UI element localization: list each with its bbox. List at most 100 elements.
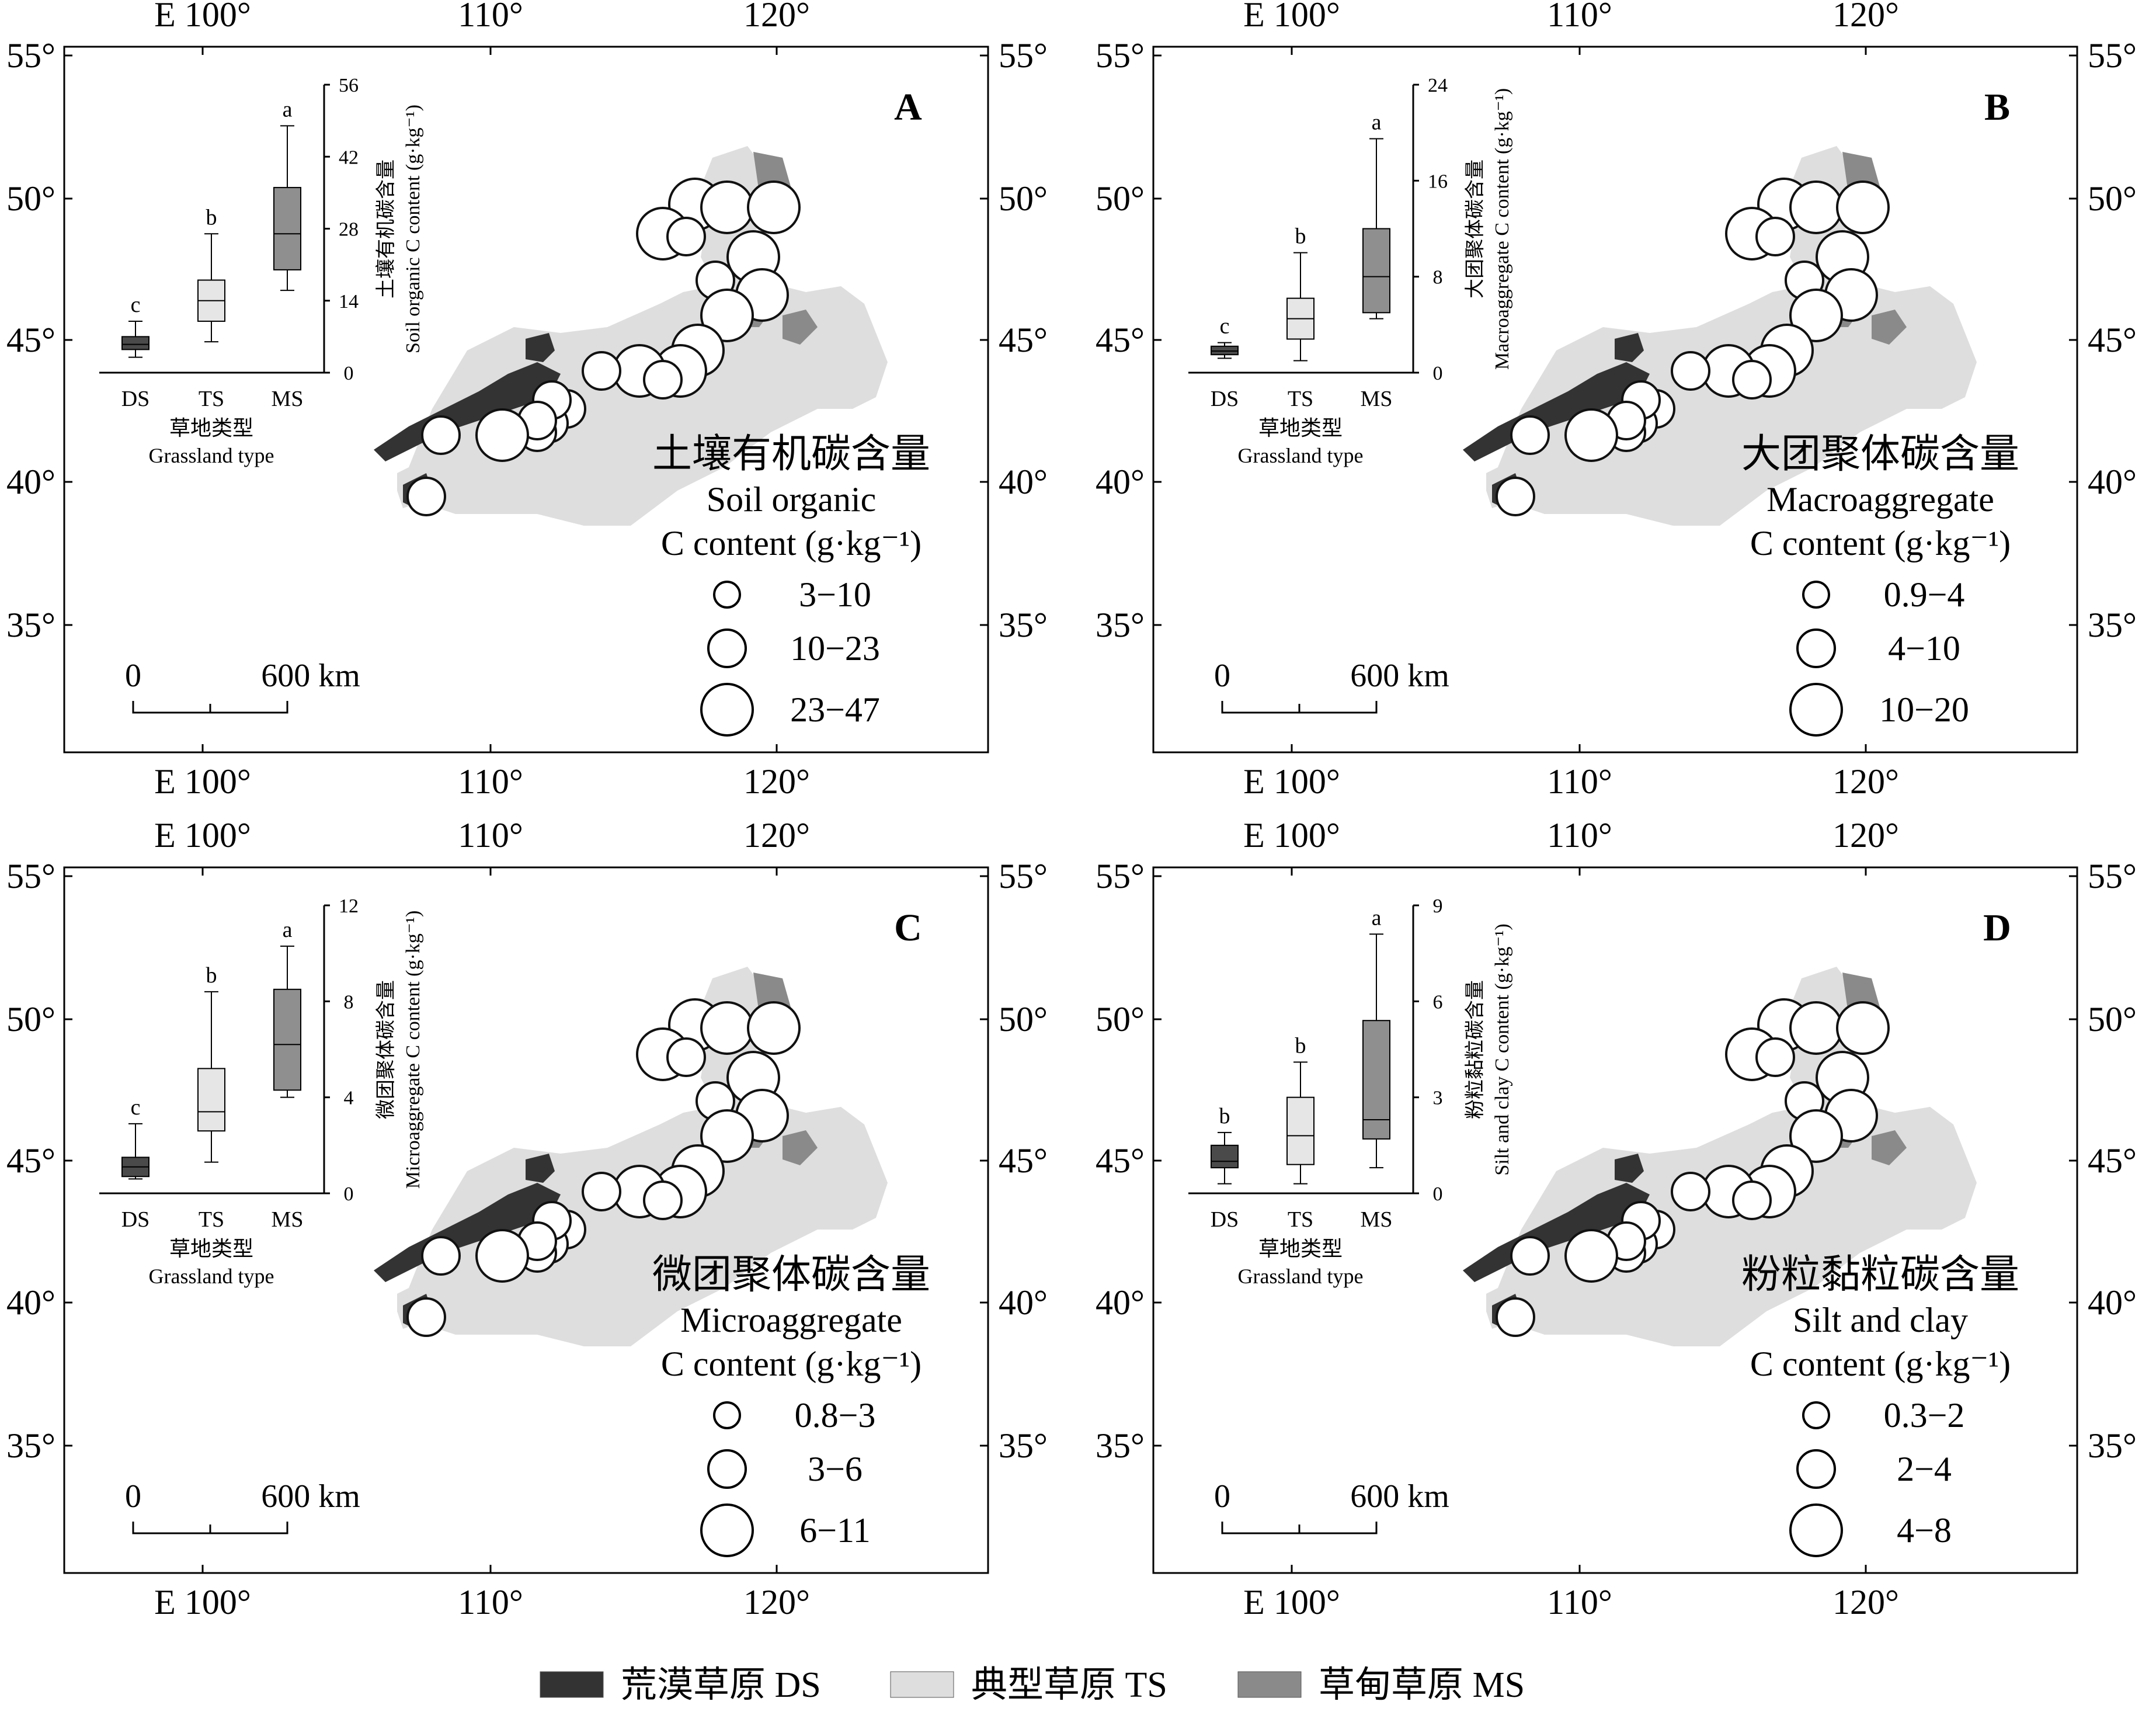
legend-swatch [890,1671,954,1698]
sample-site-bubble [1836,1001,1890,1055]
significance-letter: b [1219,1104,1230,1128]
inset-y-label-zh: 微团聚体碳含量 [375,980,397,1119]
legend-bubble-range: 10−20 [1879,690,1969,729]
desert-steppe-region [526,1154,555,1183]
legend-bubble-range: 0.8−3 [795,1396,876,1435]
sample-site-bubble [1564,1229,1618,1283]
box-ms [273,988,301,1091]
box-ds [1211,345,1239,356]
inset-y-tick-label: 28 [339,219,359,241]
sample-site-bubbles [406,998,801,1337]
legend-bubble-2 [707,1449,747,1489]
legend-title-en: C content (g·kg⁻¹) [661,524,921,562]
longitude-label-bottom: 110° [1547,762,1612,801]
typical-steppe-region [409,275,888,526]
latitude-label-left: 55° [1096,857,1145,895]
inset-y-tick-label: 8 [344,991,354,1013]
longitude-label-bottom: E 100° [154,762,251,801]
latitude-label-left: 55° [1096,36,1145,75]
sample-site-bubble [1836,180,1890,234]
inset-x-label-en: Grassland type [1238,1265,1364,1288]
longitude-label-top: E 100° [1243,0,1340,34]
legend-bubble-range: 10−23 [790,629,880,668]
inset-y-tick-label: 0 [1433,1183,1443,1205]
longitude-label-top: 120° [743,0,810,34]
inset-y-label-en: Microaggregate C content (g·kg⁻¹) [402,911,424,1189]
inset-category-label: DS [121,1207,150,1232]
inset-y-tick-label: 12 [339,895,359,917]
sample-site-bubbles [406,178,801,516]
latitude-label-left: 40° [1096,463,1145,501]
inset-x-label-zh: 草地类型 [169,1237,253,1260]
inset-y-tick-label: 14 [339,291,359,312]
sample-site-bubble [421,415,461,455]
inset-category-label: TS [199,1207,224,1232]
scale-bar-line [132,701,288,714]
latitude-label-left: 45° [1096,1141,1145,1180]
latitude-label-right: 40° [2088,1283,2137,1322]
scale-start-label: 0 [125,658,141,694]
significance-letter: a [1372,110,1382,134]
sample-site-bubble [1789,1109,1843,1163]
longitude-label-bottom: 110° [458,1583,523,1621]
inset-y-tick-label: 6 [1433,991,1443,1013]
sample-site-bubble [406,477,446,516]
scale-start-label: 0 [1214,1478,1230,1515]
legend-bubble-range: 0.3−2 [1884,1396,1965,1435]
significance-letter: b [206,963,217,988]
inset-category-label: TS [199,387,224,411]
legend-title-en: C content (g·kg⁻¹) [1750,524,2011,562]
sample-site-bubble [700,1109,754,1163]
bubble-size-legend: 微团聚体碳含量 Microaggregate C content (g·kg⁻¹) 0… [652,1252,930,1557]
bubble-size-legend: 大团聚体碳含量 Macroaggregate C content (g·kg⁻¹) 0… [1741,432,2019,737]
scale-bar: 0 600 km [1214,658,1449,714]
significance-letter: b [1295,224,1306,249]
longitude-label-top: 120° [743,816,810,855]
latitude-label-left: 55° [6,36,55,75]
inset-category-label: DS [121,387,150,411]
legend-bubble-1 [713,1401,741,1429]
latitude-label-left: 50° [6,179,55,218]
sample-site-bubble [666,217,706,256]
latitude-label-left: 45° [6,321,55,359]
sample-site-bubble [1789,289,1843,342]
sample-site-bubble [700,180,754,234]
grassland-type-boxplot: 0 8 16 24 c DS b TS a MS 草地类型 Grassland type 大团聚体碳含量… [1188,75,1513,467]
sample-site-bubble [475,1229,529,1283]
sample-site-bubble [1671,1172,1710,1211]
legend-bubble-range: 23−47 [790,690,880,729]
map-frame [1152,866,2078,1574]
scale-end-label: 600 km [1350,658,1449,694]
scale-bar: 0 600 km [125,1478,360,1534]
significance-letter: a [283,918,293,942]
grassland-type-legend: 荒漠草原 DS 典型草原 TS 草甸草原 MS [540,1665,1525,1705]
latitude-label-right: 45° [999,1141,1048,1180]
meadow-steppe-region [783,1130,818,1165]
sample-site-bubble [643,1180,683,1220]
desert-steppe-region [374,362,561,461]
latitude-label-right: 50° [999,179,1048,218]
longitude-label-bottom: 120° [1832,762,1899,801]
latitude-label-right: 35° [2088,1426,2137,1465]
legend-swatch [540,1671,604,1698]
longitude-label-top: 120° [1832,0,1899,34]
scale-bar: 0 600 km [125,658,360,714]
box-ms [1362,228,1390,314]
longitude-label-top: E 100° [154,816,251,855]
legend-title-zh: 粉粒黏粒碳含量 [1741,1252,2019,1297]
box-ts [197,1068,225,1132]
inset-y-tick-label: 0 [1433,363,1443,384]
sample-site-bubble [747,1001,801,1055]
legend-bubble-range: 4−10 [1888,629,1960,668]
latitude-label-right: 35° [999,1426,1048,1465]
longitude-label-top: 120° [1832,816,1899,855]
sample-site-bubble [1755,1037,1795,1077]
legend-title-en: Microaggregate [680,1301,902,1339]
longitude-label-bottom: E 100° [154,1583,251,1621]
panel-letter: C [894,907,922,949]
longitude-label-bottom: E 100° [1243,1583,1340,1621]
inset-y-tick-label: 24 [1428,75,1448,96]
inset-category-label: MS [272,387,304,411]
inset-x-label-en: Grassland type [1238,444,1364,467]
